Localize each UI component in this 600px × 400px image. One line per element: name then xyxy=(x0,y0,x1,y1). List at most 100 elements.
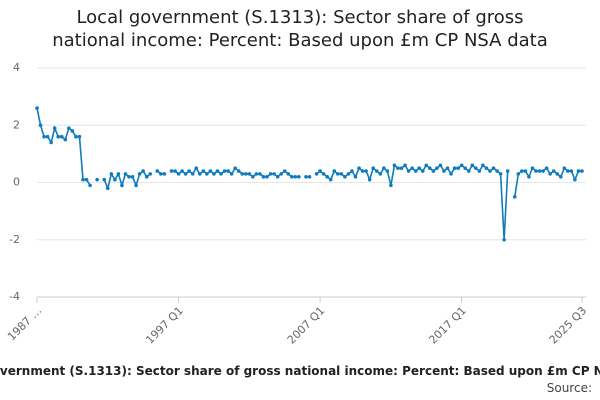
data-point xyxy=(566,169,570,173)
data-point xyxy=(555,172,560,176)
data-point xyxy=(573,177,577,182)
data-point xyxy=(49,140,53,145)
data-point xyxy=(197,172,202,176)
data-point xyxy=(417,166,422,170)
data-point xyxy=(268,172,273,176)
data-point xyxy=(254,172,259,176)
data-point xyxy=(180,169,184,173)
data-point xyxy=(173,169,177,173)
data-point xyxy=(84,177,89,182)
x-tick-label: 2017 Q1 xyxy=(426,304,469,347)
data-point xyxy=(243,172,248,176)
data-point xyxy=(240,172,245,176)
data-point xyxy=(498,172,503,176)
data-point xyxy=(445,166,450,170)
data-point xyxy=(275,174,280,179)
data-point xyxy=(544,166,549,170)
data-point xyxy=(290,174,294,179)
data-point xyxy=(505,169,510,173)
data-point xyxy=(116,172,121,176)
y-tick-label: 0 xyxy=(13,176,20,189)
data-point xyxy=(442,169,446,173)
data-point xyxy=(247,172,252,176)
data-point xyxy=(527,174,531,179)
data-point xyxy=(466,169,471,173)
data-point xyxy=(88,183,92,188)
data-point xyxy=(159,172,163,176)
data-point xyxy=(350,169,354,173)
data-point xyxy=(123,172,128,176)
data-point xyxy=(378,172,383,176)
data-point xyxy=(212,172,216,176)
data-point xyxy=(148,172,153,176)
data-point xyxy=(548,172,552,176)
data-point xyxy=(162,172,167,176)
data-point xyxy=(420,169,425,173)
data-point xyxy=(562,166,567,170)
data-point xyxy=(520,169,524,173)
x-tick-label: 1987 … xyxy=(5,304,44,343)
x-tick-label: 1997 Q1 xyxy=(143,304,186,347)
data-point xyxy=(576,169,581,173)
data-point xyxy=(336,172,340,176)
data-point xyxy=(459,163,464,168)
data-point xyxy=(304,174,308,179)
data-point xyxy=(236,169,241,173)
x-tick-label: 2007 Q1 xyxy=(285,304,328,347)
data-point xyxy=(328,177,333,182)
data-point xyxy=(410,166,414,170)
data-point xyxy=(580,169,584,173)
data-point xyxy=(389,183,393,188)
data-point xyxy=(109,172,114,176)
data-point xyxy=(371,166,376,170)
data-point xyxy=(130,174,135,179)
data-point xyxy=(481,163,485,168)
data-point xyxy=(343,174,347,179)
data-point xyxy=(424,163,429,168)
data-point xyxy=(318,169,322,173)
data-point xyxy=(141,169,145,173)
data-point xyxy=(367,177,372,182)
data-point xyxy=(45,134,50,139)
chart-title: Local government (S.1313): Sector share … xyxy=(52,7,548,51)
data-point xyxy=(194,166,199,170)
data-point xyxy=(261,174,266,179)
data-point xyxy=(52,126,57,130)
data-point xyxy=(360,169,365,173)
data-point xyxy=(569,169,574,173)
x-tick-label: 2025 Q3 xyxy=(547,304,590,347)
data-point xyxy=(155,169,160,173)
data-point xyxy=(495,169,499,173)
data-point xyxy=(219,172,223,176)
data-point xyxy=(364,169,368,173)
data-point xyxy=(484,166,489,170)
data-point xyxy=(201,169,206,173)
data-point xyxy=(516,172,521,176)
footer: Local government (S.1313): Sector share … xyxy=(0,364,600,382)
data-point xyxy=(63,137,68,142)
data-point xyxy=(512,195,517,199)
data-point xyxy=(297,174,301,179)
data-point xyxy=(396,166,400,170)
data-point xyxy=(127,174,131,179)
data-point xyxy=(81,177,85,182)
data-point xyxy=(321,172,326,176)
data-point xyxy=(463,166,468,170)
data-point xyxy=(176,172,181,176)
data-point xyxy=(314,172,319,176)
y-tick-label: 4 xyxy=(13,61,20,74)
data-point xyxy=(229,172,234,176)
data-point xyxy=(449,172,453,176)
data-point xyxy=(102,177,107,182)
data-point xyxy=(258,172,262,176)
data-point xyxy=(438,163,443,168)
data-point xyxy=(293,174,298,179)
y-tick-label: -4 xyxy=(9,290,20,303)
data-point xyxy=(113,177,117,182)
data-point xyxy=(183,172,188,176)
data-point xyxy=(392,163,397,168)
data-point xyxy=(406,169,411,173)
data-point xyxy=(339,172,344,176)
